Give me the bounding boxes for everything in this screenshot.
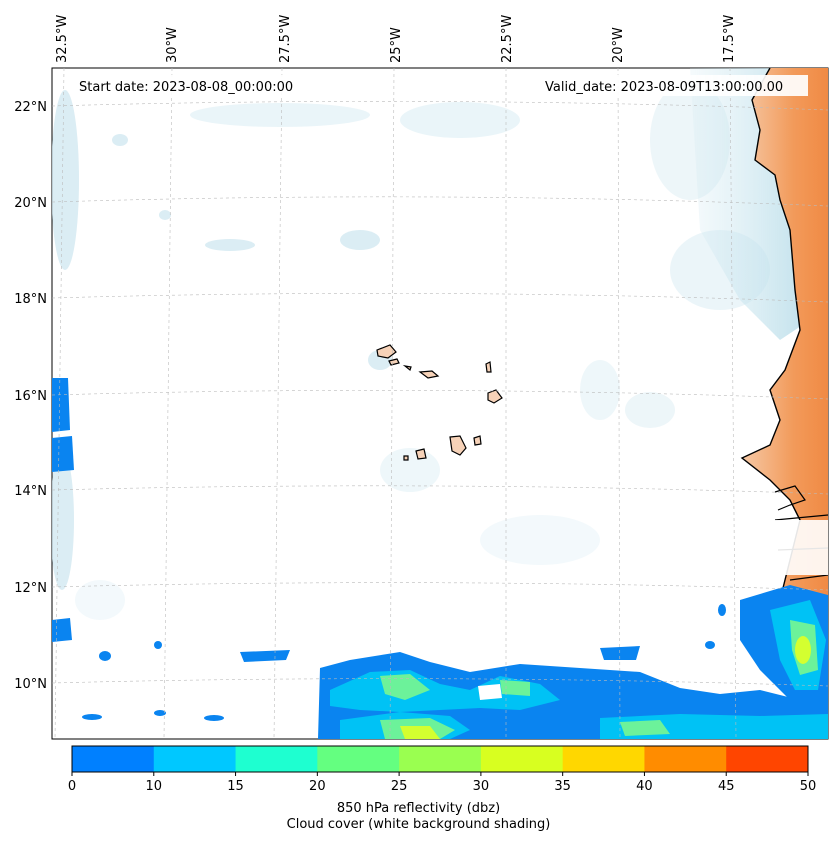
lat-label: 16°N [14, 389, 47, 404]
reflectivity-layer [52, 378, 828, 739]
colorbar-swatch [235, 746, 318, 772]
longitude-labels: 32.5°W 30°W 27.5°W 25°W 22.5°W 20°W 17.5… [55, 15, 737, 63]
colorbar-sublabel: Cloud cover (white background shading) [286, 817, 551, 832]
colorbar-label: 850 hPa reflectivity (dbz) [336, 801, 501, 816]
valid-date-box [538, 75, 808, 96]
colorbar-swatch [399, 746, 482, 772]
colorbar-swatch [153, 746, 237, 772]
colorbar-tick-label: 10 [146, 779, 163, 794]
gridlines [52, 68, 828, 739]
lon-label: 30°W [165, 27, 180, 63]
lat-label: 14°N [14, 484, 47, 499]
lon-label: 17.5°W [722, 15, 737, 63]
start-date-box [72, 75, 312, 96]
colorbar-tick-label: 0 [68, 779, 76, 794]
colorbar-tick-label: 20 [309, 779, 326, 794]
colorbar-swatch [317, 746, 400, 772]
colorbar-swatch [72, 746, 155, 772]
lat-label: 20°N [14, 196, 47, 211]
gambia-border [774, 485, 806, 511]
lat-label: 22°N [14, 100, 47, 115]
lat-label: 10°N [14, 677, 47, 692]
valid-date-label: Valid_date: 2023-08-09T13:00:00.00 [545, 80, 783, 95]
colorbar-tick-label: 15 [227, 779, 244, 794]
colorbar-swatch [726, 746, 809, 772]
lon-label: 22.5°W [500, 15, 515, 63]
lat-label: 12°N [14, 581, 47, 596]
latitude-labels: 22°N 20°N 18°N 16°N 14°N 12°N 10°N [14, 100, 47, 692]
colorbar-tick-label: 25 [391, 779, 408, 794]
lat-label: 18°N [14, 292, 47, 307]
lon-label: 20°W [611, 27, 626, 63]
colorbar-tick-label: 35 [554, 779, 571, 794]
colorbar-swatch [562, 746, 645, 772]
start-date-label: Start date: 2023-08-08_00:00:00 [79, 80, 293, 95]
lon-label: 32.5°W [55, 15, 70, 63]
colorbar-tick-label: 30 [473, 779, 490, 794]
cape-verde-islands [376, 344, 503, 461]
colorbar-swatch [644, 746, 727, 772]
colorbar-tick-label: 40 [636, 779, 653, 794]
colorbar-swatch [480, 746, 564, 772]
colorbar-tick-label: 45 [718, 779, 735, 794]
lon-label: 25°W [389, 27, 404, 63]
colorbar-tick-label: 50 [800, 779, 817, 794]
colorbar: 0 10 15 20 25 30 35 40 45 50 [68, 745, 817, 794]
coastline [740, 68, 801, 601]
lon-label: 27.5°W [278, 15, 293, 63]
